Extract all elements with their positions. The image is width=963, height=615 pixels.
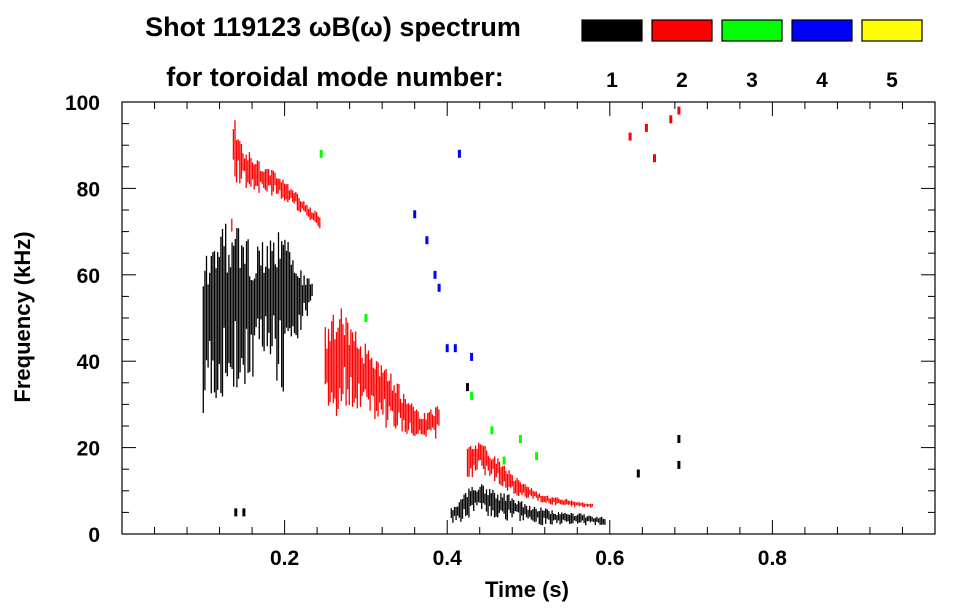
y-tick-label-3: 60 [77, 265, 100, 288]
series-1-point-2 [466, 383, 469, 392]
legend-swatch-1 [581, 19, 643, 42]
series-3-point-6 [535, 452, 539, 461]
series-1-point-5 [636, 469, 640, 478]
series-2-point-2 [653, 154, 656, 163]
legend: 1 2 3 4 5 [581, 19, 923, 92]
series-4-point-3 [437, 283, 441, 292]
y-tick-label-4: 80 [77, 178, 100, 201]
legend-swatch-3 [721, 19, 783, 42]
x-tick-label-3: 0.8 [758, 547, 788, 570]
legend-label-1: 1 [606, 69, 618, 92]
y-tick-label-5: 100 [65, 92, 100, 115]
series-3-point-2 [470, 391, 474, 400]
series-3-point-3 [490, 426, 494, 435]
legend-swatch-2 [651, 19, 713, 42]
series-3-point-1 [364, 314, 368, 322]
y-tick-label-1: 20 [77, 438, 100, 461]
plot-area [202, 106, 681, 526]
y-tick-label-2: 40 [77, 351, 100, 374]
series-2-segment-1 [324, 308, 440, 439]
series-2-point-3 [669, 115, 673, 124]
series-4-point-2 [433, 270, 437, 279]
chart-title-line2: for toroidal mode number: [166, 62, 504, 92]
x-axis-label: Time (s) [485, 577, 569, 602]
legend-swatch-4 [791, 19, 853, 42]
y-tick-label-0: 0 [88, 524, 100, 547]
series-4-point-5 [453, 344, 457, 353]
series-2-segment-2 [466, 442, 593, 508]
series-4-point-4 [445, 344, 449, 353]
y-axis-label: Frequency (kHz) [10, 231, 35, 402]
series-3-point-0 [319, 149, 323, 158]
series-1-segment-0 [202, 223, 313, 413]
series-3-point-4 [502, 456, 506, 465]
series-4-point-0 [413, 210, 417, 219]
series-1-point-3 [677, 435, 681, 443]
series-2-segment-0 [231, 120, 321, 232]
legend-label-2: 2 [676, 69, 688, 92]
series-1-segment-1 [450, 484, 606, 526]
series-1-point-0 [234, 508, 238, 517]
x-tick-label-1: 0.4 [433, 547, 463, 570]
legend-swatch-5 [861, 19, 923, 42]
series-4-point-1 [425, 236, 429, 245]
x-tick-label-2: 0.6 [595, 547, 624, 570]
legend-label-4: 4 [816, 69, 828, 92]
legend-label-5: 5 [886, 69, 898, 92]
axes: 0.2 0.4 0.6 0.8 0 20 40 60 80 100 [65, 92, 936, 570]
series-1-point-1 [242, 508, 246, 517]
series-2-point-1 [644, 123, 648, 132]
series-2-point-0 [628, 132, 632, 141]
series-3-point-5 [518, 435, 522, 443]
x-tick-label-0: 0.2 [270, 547, 299, 570]
series-4-point-7 [470, 352, 474, 361]
series-4-point-6 [457, 149, 461, 158]
legend-label-3: 3 [746, 69, 758, 92]
chart-title-line1: Shot 119123 ωB(ω) spectrum [145, 12, 521, 42]
series-2-point-4 [677, 106, 681, 115]
series-1-point-4 [677, 460, 681, 469]
